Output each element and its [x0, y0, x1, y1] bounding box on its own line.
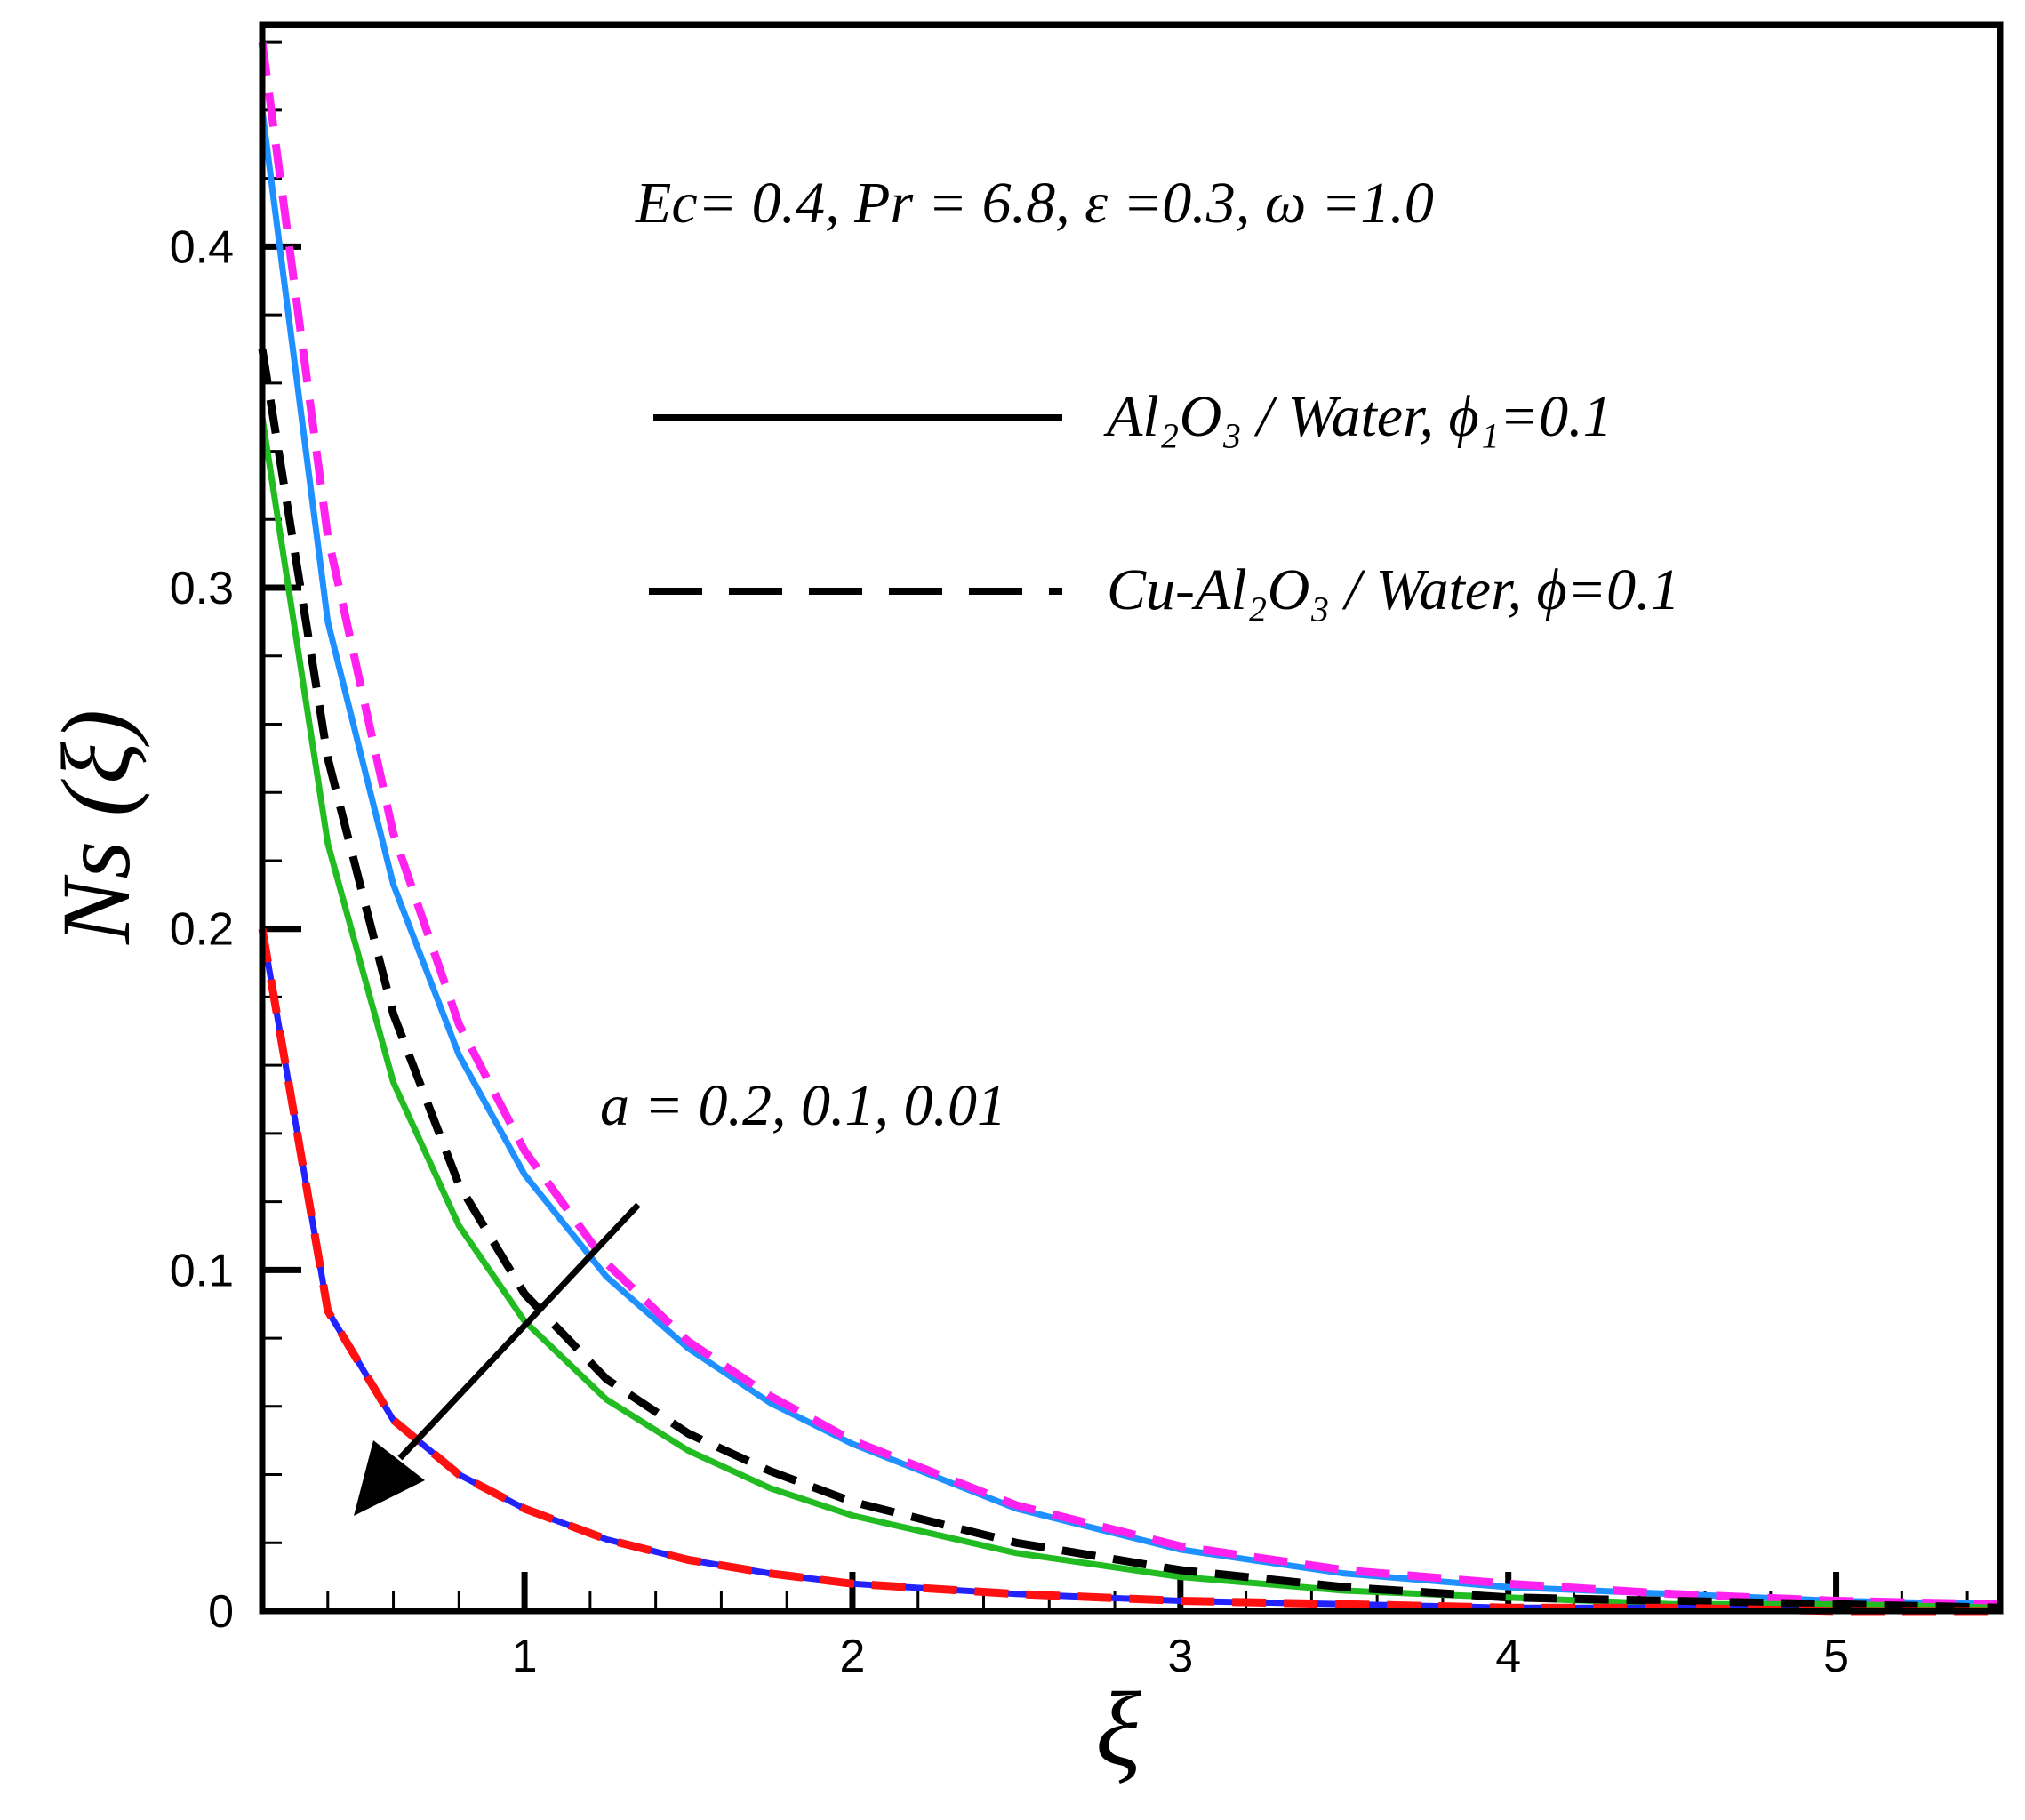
x-tick-label: 2 [840, 1631, 866, 1682]
legend-solid-label: Al₂O₃ / Water, ϕ₁=0.1 [1103, 384, 1613, 449]
series-layer [258, 41, 2001, 1616]
a-annotation: a = 0.2, 0.1, 0.01 [600, 1073, 1006, 1138]
direction-arrow [354, 1202, 641, 1516]
x-tick-label: 4 [1495, 1631, 1521, 1682]
series-line-5 [259, 928, 2000, 1615]
x-tick-label: 1 [512, 1631, 538, 1682]
plot-frame [259, 21, 2004, 1615]
x-axis-title: ξ [1095, 1670, 1141, 1788]
series-line-6 [258, 927, 2000, 1616]
y-tick-label: 0.1 [170, 1245, 234, 1296]
series-line-4 [258, 348, 2001, 1612]
params-annotation: Ec= 0.4, Pr = 6.8, ε =0.3, ω =1.0 [635, 171, 1434, 236]
y-tick-label: 0 [208, 1586, 234, 1638]
x-tick-label: 3 [1167, 1631, 1193, 1682]
series-line-2 [258, 41, 2001, 1608]
plot-area [258, 21, 2004, 1616]
series-line-1 [259, 109, 2001, 1608]
y-axis-title: Ns (ξ) [42, 710, 150, 945]
x-tick-label: 5 [1823, 1631, 1849, 1682]
y-tick-labels: 0 0.1 0.2 0.3 0.4 [170, 221, 234, 1638]
y-tick-label: 0.4 [170, 221, 234, 273]
y-tick-label: 0.2 [170, 904, 234, 956]
y-tick-label: 0.3 [170, 563, 234, 614]
x-tick-labels: 1 2 3 4 5 [512, 1631, 1849, 1682]
y-minor-ticks [262, 40, 282, 1544]
legend-dashed-label: Cu-Al₂O₃ / Water, ϕ=0.1 [1107, 557, 1680, 622]
